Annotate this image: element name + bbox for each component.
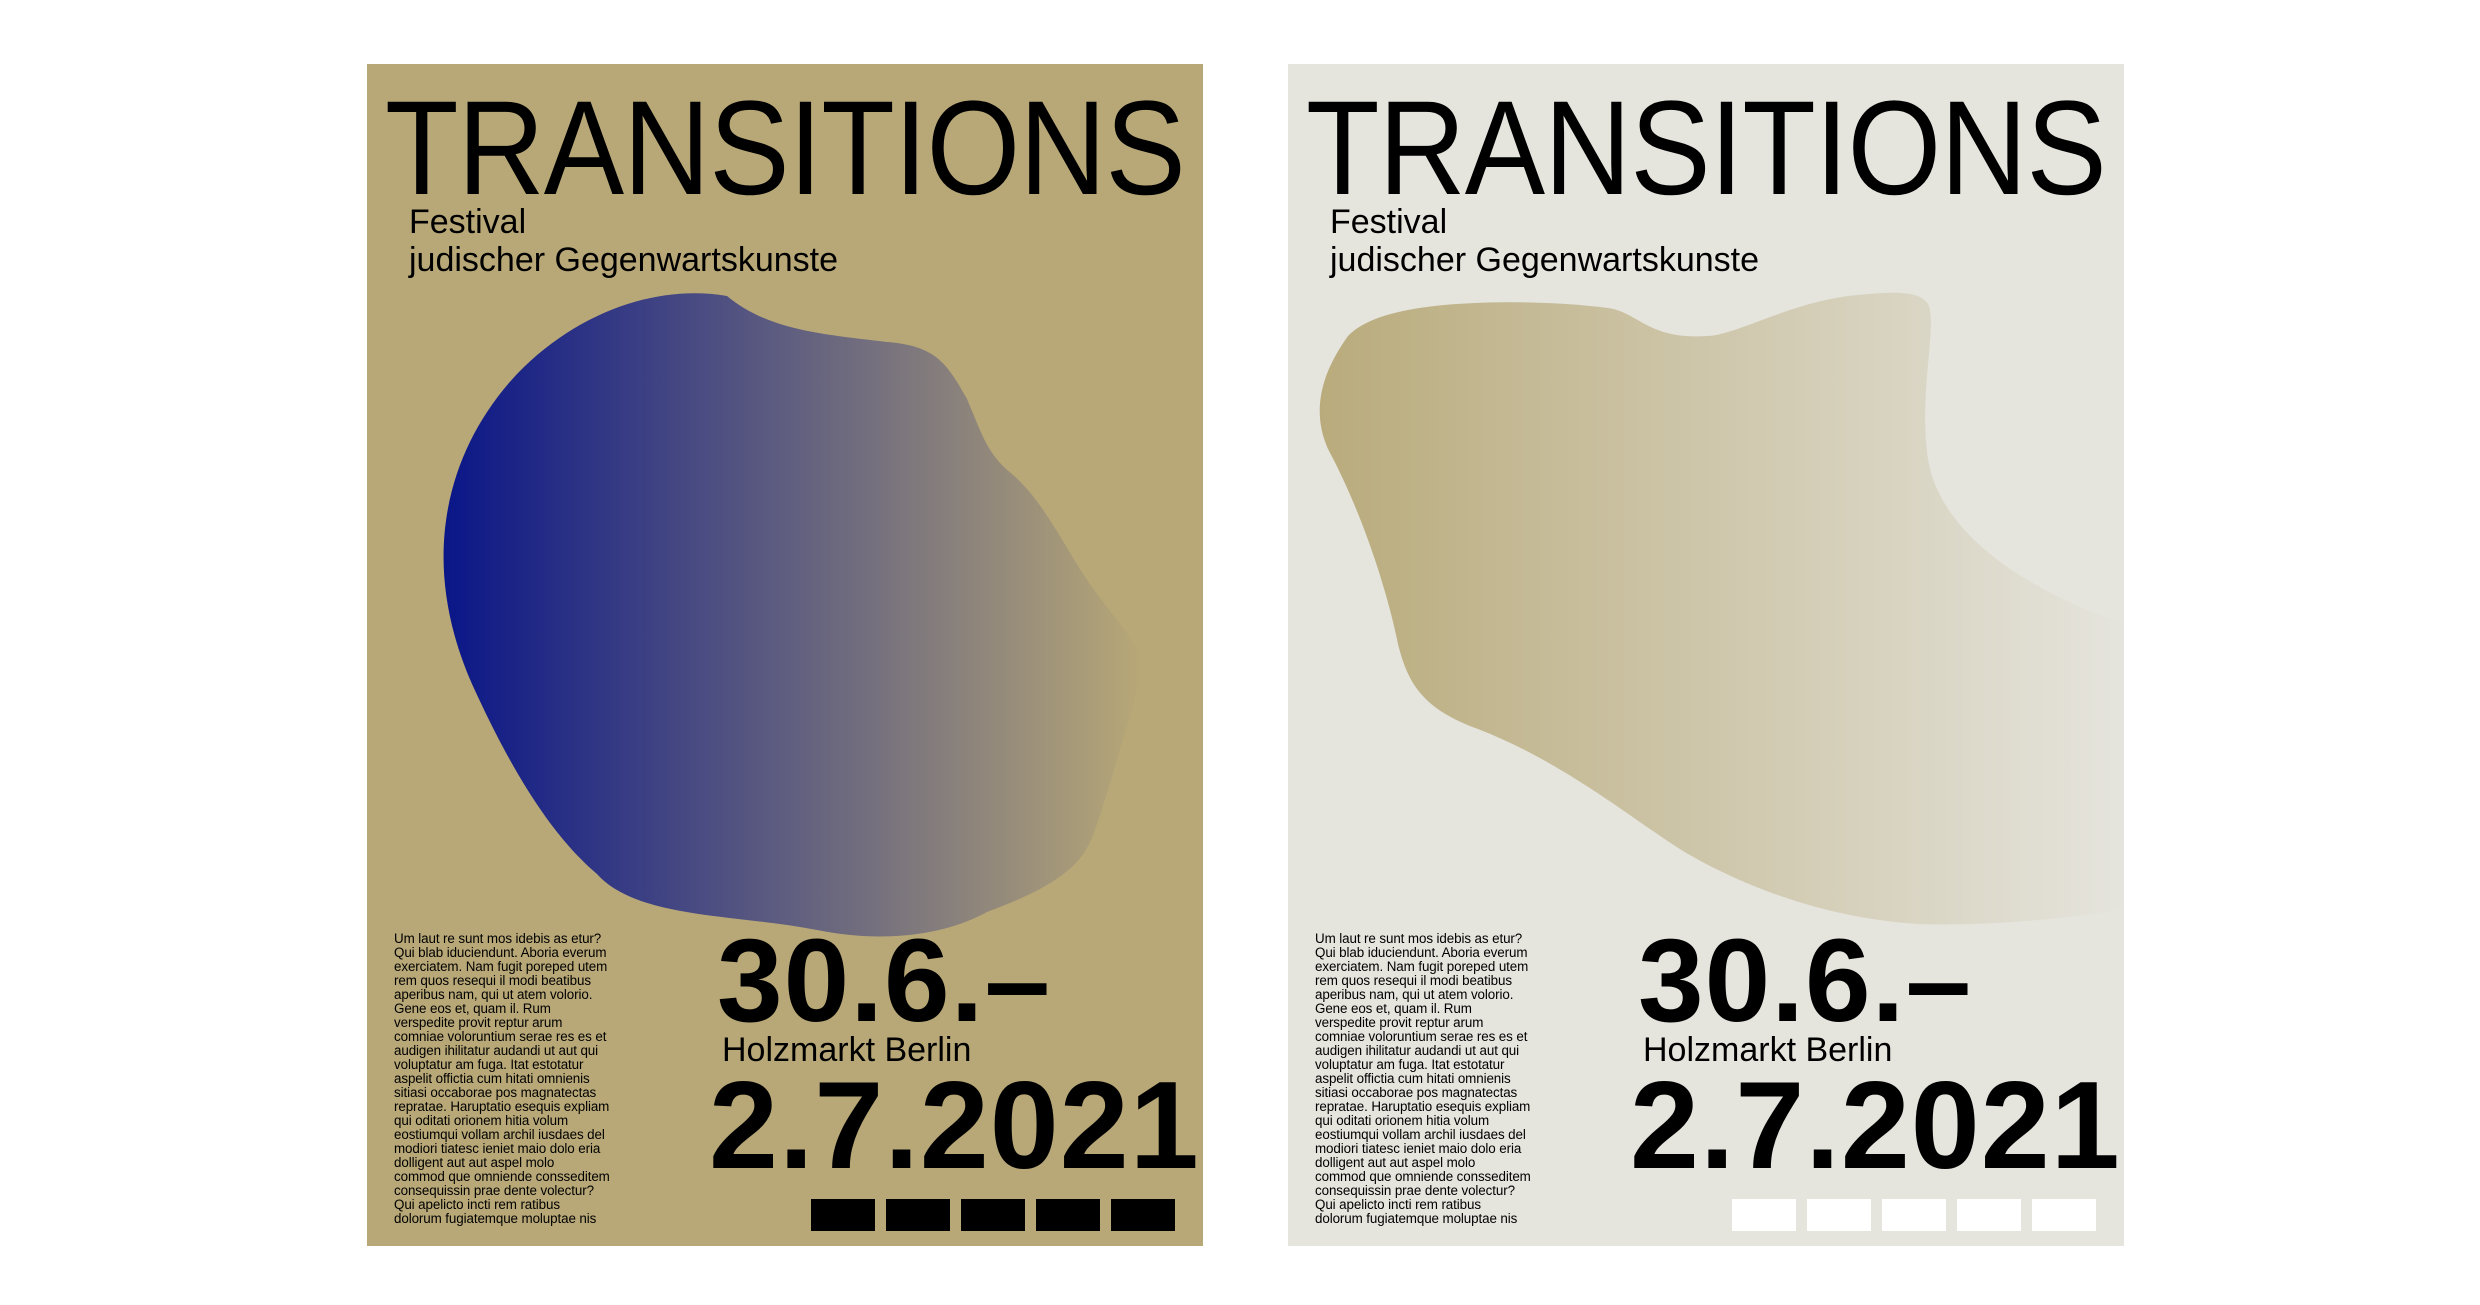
- body-line: comniae voloruntium serae res es et: [1315, 1029, 1528, 1044]
- subtitle-description: judischer Gegenwartskunste: [1330, 241, 1760, 279]
- body-line: consequissin prae dente volectur?: [1315, 1183, 1515, 1198]
- body-line: rem quos resequi il modi beatibus: [394, 973, 591, 988]
- body-line: modiori tiatesc ieniet maio dolo eria: [1315, 1141, 1522, 1156]
- body-text: Um laut re sunt mos idebis as etur? Qui …: [1315, 932, 1551, 1226]
- body-line: consequissin prae dente volectur?: [394, 1183, 594, 1198]
- body-line: voluptatur am fuga. Itat estotatur: [394, 1057, 584, 1072]
- body-line: commod que omniende consseditem: [1315, 1169, 1531, 1184]
- subtitle-festival: Festival: [1330, 203, 1448, 241]
- block: [1732, 1199, 1796, 1231]
- body-line: aperibus nam, qui ut atem volorio.: [394, 987, 593, 1002]
- body-line: aperibus nam, qui ut atem volorio.: [1315, 987, 1514, 1002]
- block: [1111, 1199, 1175, 1231]
- body-line: dolligent aut aut aspel molo: [394, 1155, 555, 1170]
- block: [2032, 1199, 2096, 1231]
- body-line: modiori tiatesc ieniet maio dolo eria: [394, 1141, 601, 1156]
- body-text: Um laut re sunt mos idebis as etur? Qui …: [394, 932, 630, 1226]
- body-line: Gene eos et, quam il. Rum: [394, 1001, 551, 1016]
- decorative-blocks: [1732, 1199, 2096, 1231]
- body-line: voluptatur am fuga. Itat estotatur: [1315, 1057, 1505, 1072]
- body-line: eostiumqui vollam archil iusdaes del: [394, 1127, 605, 1142]
- body-line: eostiumqui vollam archil iusdaes del: [1315, 1127, 1526, 1142]
- body-line: repratae. Haruptatio esequis expliam: [1315, 1099, 1531, 1114]
- date-start: 30.6.–: [1638, 915, 1973, 1047]
- body-line: verspedite provit reptur arum: [394, 1015, 563, 1030]
- venue: Holzmarkt Berlin: [1643, 1031, 1893, 1069]
- block: [811, 1199, 875, 1231]
- body-line: audigen ihilitatur audandi ut aut qui: [1315, 1043, 1520, 1058]
- body-line: sitiasi occaborae pos magnatectas: [394, 1085, 597, 1100]
- body-line: Qui apelicto incti rem ratibus: [394, 1197, 560, 1212]
- body-line: rem quos resequi il modi beatibus: [1315, 973, 1512, 988]
- subtitle-description: judischer Gegenwartskunste: [409, 241, 839, 279]
- body-line: dolorum fugiatemque moluptae nis: [394, 1211, 597, 1226]
- block: [1882, 1199, 1946, 1231]
- body-line: verspedite provit reptur arum: [1315, 1015, 1484, 1030]
- body-line: Qui apelicto incti rem ratibus: [1315, 1197, 1481, 1212]
- body-line: audigen ihilitatur audandi ut aut qui: [394, 1043, 599, 1058]
- gradient-circle-shape: [443, 293, 1143, 937]
- body-line: repratae. Haruptatio esequis expliam: [394, 1099, 610, 1114]
- poster-gold: TRANSITIONS Festival judischer Gegenwart…: [367, 64, 1203, 1246]
- block: [1957, 1199, 2021, 1231]
- block: [1807, 1199, 1871, 1231]
- poster-title: TRANSITIONS: [385, 74, 1186, 223]
- block: [961, 1199, 1025, 1231]
- body-line: aspelit offictia cum hitati omnienis: [1315, 1071, 1511, 1086]
- venue: Holzmarkt Berlin: [722, 1031, 972, 1069]
- body-line: Um laut re sunt mos idebis as etur?: [1315, 931, 1523, 946]
- body-line: exerciatem. Nam fugit poreped utem: [394, 959, 608, 974]
- date-end: 2.7.2021: [709, 1057, 1200, 1195]
- gradient-blob-shape: [1319, 292, 2124, 925]
- body-line: Um laut re sunt mos idebis as etur?: [394, 931, 602, 946]
- body-line: Qui blab iduciendunt. Aboria everum: [1315, 945, 1528, 960]
- body-line: exerciatem. Nam fugit poreped utem: [1315, 959, 1529, 974]
- body-line: qui oditati orionem hitia volum: [1315, 1113, 1490, 1128]
- body-line: Gene eos et, quam il. Rum: [1315, 1001, 1472, 1016]
- poster-title: TRANSITIONS: [1306, 74, 2107, 223]
- poster-light: TRANSITIONS Festival judischer Gegenwart…: [1288, 64, 2124, 1246]
- body-line: sitiasi occaborae pos magnatectas: [1315, 1085, 1518, 1100]
- body-line: dolorum fugiatemque moluptae nis: [1315, 1211, 1518, 1226]
- block: [886, 1199, 950, 1231]
- date-end: 2.7.2021: [1630, 1057, 2121, 1195]
- subtitle-festival: Festival: [409, 203, 527, 241]
- body-line: dolligent aut aut aspel molo: [1315, 1155, 1476, 1170]
- body-line: comniae voloruntium serae res es et: [394, 1029, 607, 1044]
- body-line: aspelit offictia cum hitati omnienis: [394, 1071, 590, 1086]
- date-start: 30.6.–: [717, 915, 1052, 1047]
- decorative-blocks: [811, 1199, 1175, 1231]
- body-line: commod que omniende consseditem: [394, 1169, 610, 1184]
- block: [1036, 1199, 1100, 1231]
- body-line: Qui blab iduciendunt. Aboria everum: [394, 945, 607, 960]
- body-line: qui oditati orionem hitia volum: [394, 1113, 569, 1128]
